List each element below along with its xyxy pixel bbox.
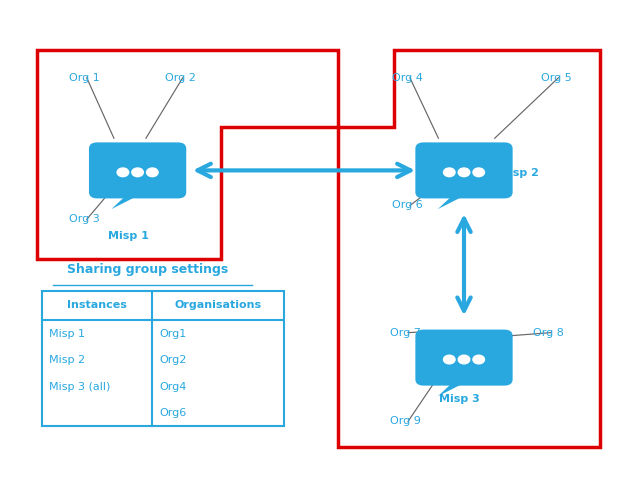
Text: Misp 1: Misp 1 bbox=[108, 231, 148, 241]
Text: Org 9: Org 9 bbox=[390, 417, 421, 426]
Circle shape bbox=[147, 168, 158, 177]
Circle shape bbox=[444, 168, 455, 177]
Polygon shape bbox=[438, 192, 471, 209]
FancyBboxPatch shape bbox=[89, 143, 186, 198]
Circle shape bbox=[117, 168, 129, 177]
Text: Misp 2: Misp 2 bbox=[49, 355, 85, 365]
Text: Org1: Org1 bbox=[159, 329, 187, 339]
Circle shape bbox=[132, 168, 143, 177]
Text: Org 2: Org 2 bbox=[165, 73, 196, 83]
Circle shape bbox=[473, 168, 484, 177]
Circle shape bbox=[444, 355, 455, 364]
Text: Misp 1: Misp 1 bbox=[49, 329, 85, 339]
FancyBboxPatch shape bbox=[415, 330, 513, 385]
Text: Org2: Org2 bbox=[159, 355, 187, 365]
Text: Org6: Org6 bbox=[159, 408, 187, 419]
Bar bbox=[42, 291, 284, 426]
Circle shape bbox=[473, 355, 484, 364]
Text: Instances: Instances bbox=[67, 300, 127, 311]
Text: Org 3: Org 3 bbox=[69, 215, 100, 224]
Text: Organisations: Organisations bbox=[174, 300, 261, 311]
Text: Org 4: Org 4 bbox=[392, 73, 423, 83]
Polygon shape bbox=[111, 192, 145, 209]
Circle shape bbox=[458, 168, 470, 177]
Text: Org 1: Org 1 bbox=[69, 73, 100, 83]
Text: Org4: Org4 bbox=[159, 382, 187, 392]
FancyBboxPatch shape bbox=[415, 143, 513, 198]
Text: Misp 3: Misp 3 bbox=[439, 395, 480, 404]
Circle shape bbox=[458, 355, 470, 364]
Text: Org 6: Org 6 bbox=[392, 201, 423, 210]
Text: Org 7: Org 7 bbox=[390, 328, 421, 337]
Text: Misp 3 (all): Misp 3 (all) bbox=[49, 382, 111, 392]
Text: Org 5: Org 5 bbox=[541, 73, 572, 83]
Polygon shape bbox=[438, 379, 471, 396]
Text: Org 8: Org 8 bbox=[533, 328, 564, 337]
Text: Misp 2: Misp 2 bbox=[498, 168, 539, 178]
Text: Sharing group settings: Sharing group settings bbox=[67, 264, 228, 276]
